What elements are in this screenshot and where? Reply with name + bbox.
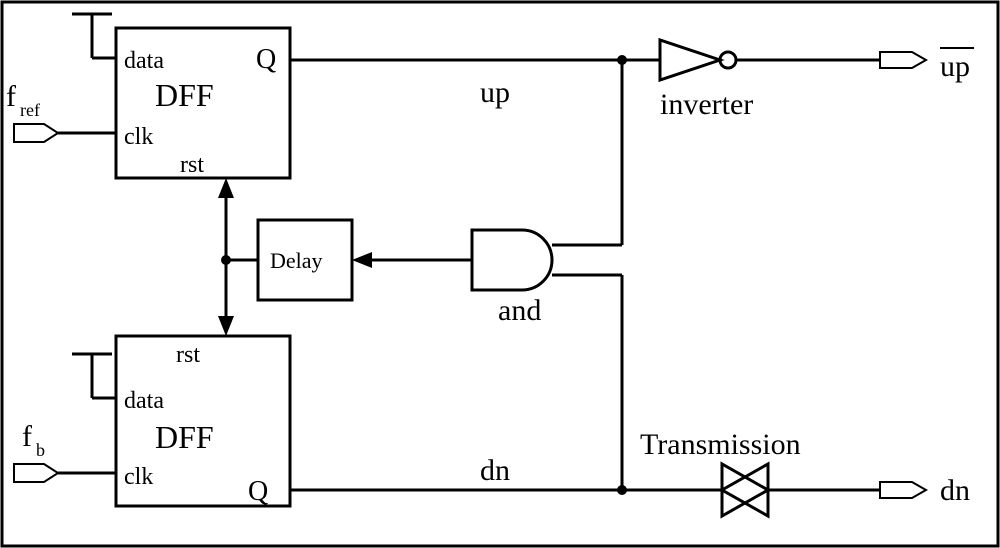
tgate-tri-right (722, 464, 768, 516)
up-bar-label: up (940, 50, 970, 83)
dff-bot-title: DFF (155, 419, 214, 455)
dff-top-rst-label: rst (180, 152, 204, 178)
dff-top-clk-label: clk (124, 124, 153, 150)
dff-top-title: DFF (155, 77, 214, 113)
dn-out-label: dn (940, 474, 970, 507)
and-gate-label: and (498, 294, 541, 327)
fb-label-sub: b (36, 440, 45, 460)
dff-top-data-label: data (124, 48, 164, 74)
dff-bot-q-label: Q (248, 476, 268, 507)
fref-label-sub: ref (20, 100, 40, 120)
inverter-label: inverter (660, 88, 753, 121)
rst-arrow-up (218, 178, 234, 198)
dff-bot-rst-label: rst (176, 342, 200, 368)
dff-bot-clk-label: clk (124, 464, 153, 490)
and-gate-shape (472, 230, 552, 290)
up-net-label: up (480, 76, 510, 109)
tgate-tri-left (722, 464, 768, 516)
inverter-triangle (660, 40, 720, 80)
dn-net-label: dn (480, 454, 510, 487)
fb-label-f: f (22, 420, 32, 453)
and-to-delay-arrow (352, 252, 372, 268)
fref-input-port (14, 124, 58, 142)
pfd-circuit-diagram: DFF data clk Q rst f ref rst data DFF cl… (0, 0, 1000, 548)
fref-label-f: f (6, 80, 16, 113)
delay-label: Delay (270, 248, 323, 273)
dn-junction-dot (617, 485, 627, 495)
fb-input-port (14, 464, 58, 482)
dff-top-q-label: Q (256, 44, 276, 75)
dn-output-port (880, 482, 926, 498)
transmission-label: Transmission (640, 428, 801, 461)
up-junction-dot (617, 55, 627, 65)
rst-arrow-down (218, 316, 234, 336)
dff-bot-data-label: data (124, 388, 164, 414)
up-bar-output-port (880, 52, 926, 68)
